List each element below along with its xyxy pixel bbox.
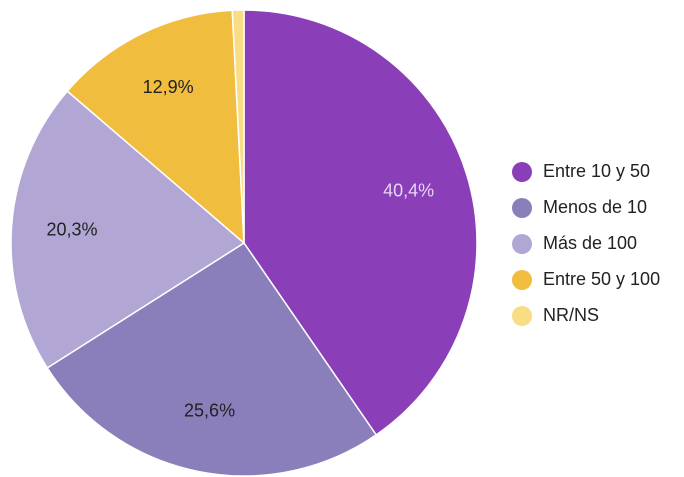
slice-data-label-menos-de-10: 25,6% [184,401,235,421]
legend-item-nr-ns: NR/NS [512,305,599,326]
legend-item-mas-de-100: Más de 100 [512,233,637,254]
legend-marker [512,270,532,290]
slice-data-label-entre-50-y-100: 12,9% [143,77,194,97]
legend-marker [512,234,532,254]
slice-data-label-entre-10-y-50: 40,4% [383,181,434,201]
chart-legend: Entre 10 y 50 Menos de 10 Más de 100 Entre … [512,161,660,326]
legend-marker [512,198,532,218]
pie-slice-entre-50-y-100 [66,9,245,245]
pie-slice-mas-de-100 [10,90,246,369]
slice-data-label-mas-de-100: 20,3% [47,219,98,239]
pie-slice-nr-ns [231,9,245,244]
legend-label: Menos de 10 [543,197,647,217]
pie-slices [10,9,478,477]
legend-label: Entre 10 y 50 [543,161,650,181]
legend-marker [512,162,532,182]
pie-slice-labels: 40,4% 25,6% 20,3% 12,9% [47,77,435,421]
legend-label: NR/NS [543,305,599,325]
legend-item-entre-10-y-50: Entre 10 y 50 [512,161,650,182]
legend-item-entre-50-y-100: Entre 50 y 100 [512,269,660,290]
legend-marker [512,306,532,326]
legend-item-menos-de-10: Menos de 10 [512,197,647,218]
legend-label: Más de 100 [543,233,637,253]
pie-slice-entre-10-y-50 [243,9,478,436]
pie-slice-menos-de-10 [46,241,378,477]
legend-label: Entre 50 y 100 [543,269,660,289]
